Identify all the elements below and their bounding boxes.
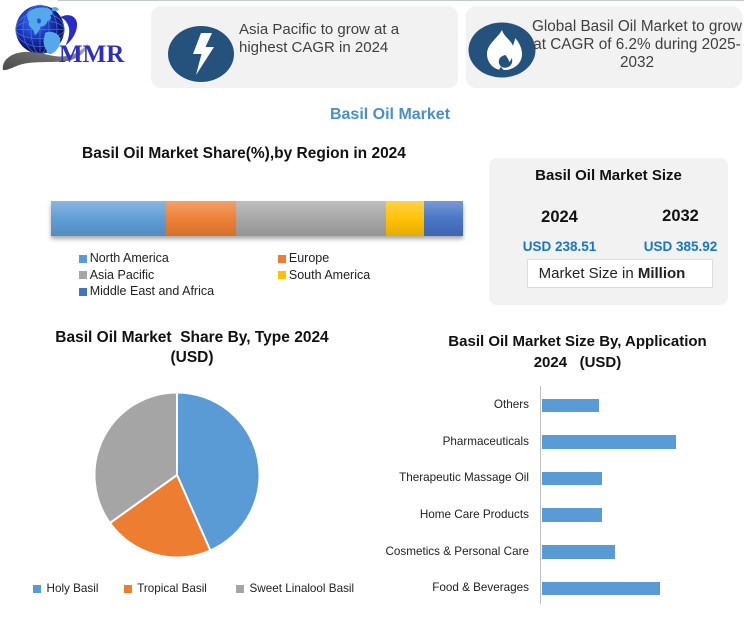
svg-text:MMR: MMR	[59, 41, 125, 68]
